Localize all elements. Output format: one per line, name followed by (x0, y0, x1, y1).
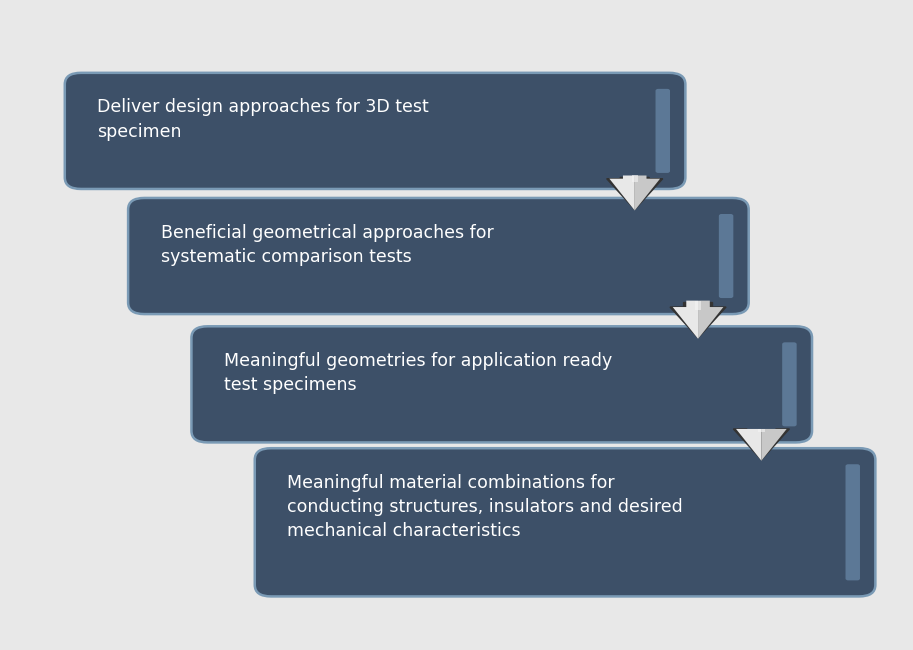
Polygon shape (606, 177, 663, 209)
Polygon shape (698, 300, 723, 339)
FancyBboxPatch shape (719, 214, 733, 298)
Polygon shape (758, 429, 764, 432)
Text: Deliver design approaches for 3D test
specimen: Deliver design approaches for 3D test sp… (98, 99, 429, 141)
Polygon shape (695, 300, 701, 310)
Text: Beneficial geometrical approaches for
systematic comparison tests: Beneficial geometrical approaches for sy… (161, 224, 493, 266)
FancyBboxPatch shape (192, 326, 812, 443)
Polygon shape (736, 429, 761, 461)
Text: Meaningful geometries for application ready
test specimens: Meaningful geometries for application re… (224, 352, 613, 395)
Polygon shape (670, 302, 726, 338)
Polygon shape (632, 176, 638, 182)
FancyBboxPatch shape (782, 343, 797, 426)
Polygon shape (761, 429, 787, 461)
Polygon shape (673, 300, 698, 339)
FancyBboxPatch shape (656, 89, 670, 173)
Text: Meaningful material combinations for
conducting structures, insulators and desir: Meaningful material combinations for con… (288, 474, 683, 540)
Polygon shape (609, 176, 635, 211)
FancyBboxPatch shape (128, 198, 749, 314)
FancyBboxPatch shape (65, 73, 686, 189)
FancyBboxPatch shape (845, 464, 860, 580)
Polygon shape (733, 429, 790, 460)
FancyBboxPatch shape (255, 448, 876, 597)
Polygon shape (635, 176, 660, 211)
